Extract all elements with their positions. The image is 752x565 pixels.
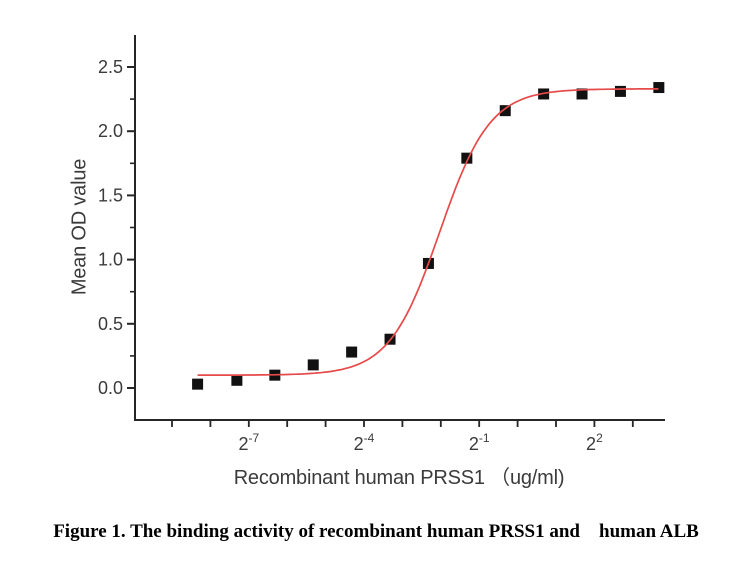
y-tick-label: 1.0 <box>98 250 123 270</box>
data-point-marker <box>346 346 358 358</box>
fit-curve-line <box>197 88 659 376</box>
data-point-marker <box>653 82 665 94</box>
binding-curve-chart: 0.0 0.5 1.0 1.5 2.0 2.5 2-7 2-4 2-1 22 <box>98 35 665 454</box>
data-point-marker <box>192 378 204 390</box>
x-tick-label: 2-1 <box>469 431 490 454</box>
data-point-marker <box>231 374 243 386</box>
figure-caption: Figure 1. The binding activity of recomb… <box>53 521 699 542</box>
y-tick-label: 2.5 <box>98 57 123 77</box>
data-point-marker <box>307 359 319 371</box>
y-tick-label: 0.5 <box>98 314 123 334</box>
x-tick-label: 2-4 <box>354 431 375 454</box>
x-axis-title: Recombinant human PRSS1 （ug/ml) <box>233 467 565 489</box>
x-tick-label: 2-7 <box>238 431 259 454</box>
x-tick-label: 22 <box>586 431 603 454</box>
data-point-marker <box>461 152 473 164</box>
data-point-marker <box>576 88 588 100</box>
data-point-marker <box>614 85 626 97</box>
y-tick-label: 2.0 <box>98 121 123 141</box>
data-point-marker <box>499 105 511 117</box>
y-axis-title: Mean OD value <box>68 158 91 296</box>
y-tick-label: 0.0 <box>98 378 123 398</box>
y-tick-label: 1.5 <box>98 185 123 205</box>
